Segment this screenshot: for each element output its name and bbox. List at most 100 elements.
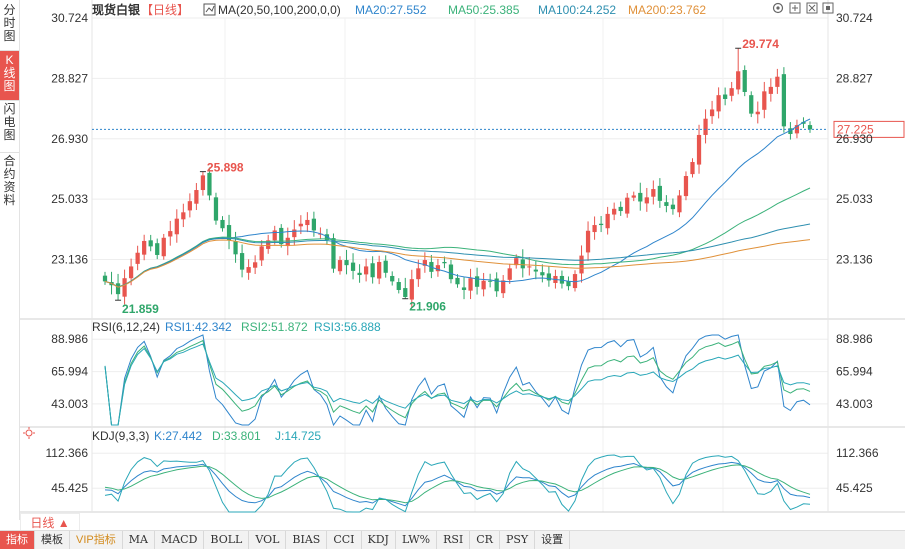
toolbar-item-macd[interactable]: MACD — [155, 531, 205, 549]
candle-body — [683, 176, 689, 197]
rsi-tick-left: 88.986 — [51, 332, 88, 346]
kdj-tick-right: 45.425 — [836, 481, 873, 495]
candle-body — [474, 276, 480, 287]
kdj-tick-left: 45.425 — [51, 481, 88, 495]
candle-body — [540, 272, 545, 276]
toolbar-item-lw-[interactable]: LW% — [396, 531, 438, 549]
candle-body — [768, 86, 773, 94]
candle-body — [716, 95, 721, 112]
candle-body — [657, 185, 662, 201]
candle-body — [148, 240, 153, 247]
candle-body — [468, 278, 473, 291]
candle-body — [337, 260, 343, 272]
candle-body — [801, 121, 806, 124]
toolbar-item-bias[interactable]: BIAS — [286, 531, 328, 549]
candle-body — [696, 134, 702, 165]
period-tag: 【日线】 — [141, 3, 189, 17]
price-tick-right: 30.724 — [836, 11, 873, 25]
fullscreen-icon[interactable] — [822, 2, 834, 14]
rsi-tick-right: 88.986 — [836, 332, 873, 346]
price-tick-left: 28.827 — [51, 71, 88, 85]
toolbar-item-模板[interactable]: 模板 — [35, 531, 70, 549]
toolbar-item-cci[interactable]: CCI — [327, 531, 362, 549]
candle-body — [194, 190, 199, 204]
candle-body — [807, 125, 813, 130]
kdj-d-value: D:33.801 — [212, 429, 261, 443]
current-price-box — [833, 120, 905, 138]
rsi1-value: RSI1:42.342 — [165, 320, 232, 334]
candle-body — [409, 279, 414, 300]
toolbar-item-kdj[interactable]: KDJ — [362, 531, 396, 549]
candle-body — [598, 223, 604, 226]
candle-body — [677, 195, 682, 213]
candle-body — [253, 262, 258, 268]
kdj-tick-left: 112.366 — [46, 446, 89, 460]
candle-body — [370, 263, 375, 278]
candle-body — [363, 266, 369, 275]
toolbar-item-vol[interactable]: VOL — [249, 531, 287, 549]
crosshair-icon[interactable] — [23, 427, 35, 439]
tab-contract-info[interactable]: 合约资料 — [3, 154, 16, 207]
candle-body — [781, 74, 787, 127]
toolbar-item-指标[interactable]: 指标 — [0, 531, 35, 549]
candle-body — [507, 268, 512, 280]
ma-selector-icon[interactable] — [203, 3, 216, 16]
kline-chart[interactable]: 现货白银 【日线】 MA(20,50,100,200,0,0) MA20:27.… — [20, 0, 905, 513]
price-tick-right: 23.136 — [836, 253, 873, 267]
current-price-label: 27.225 — [837, 122, 874, 136]
candle-body — [755, 111, 760, 115]
candle-body — [200, 175, 206, 191]
candle-body — [736, 71, 741, 90]
rsi-params: RSI(6,12,24) — [92, 320, 160, 334]
candle-body — [311, 218, 317, 231]
period-selector[interactable]: 日线 ▲ — [20, 513, 80, 534]
candle-body — [161, 237, 166, 257]
candle-body — [638, 192, 643, 202]
candle-body — [572, 274, 578, 289]
candle-body — [305, 219, 310, 226]
candle-body — [631, 195, 636, 198]
price-panel: 27.225 29.774 21.859 25.898 21.906 — [92, 37, 905, 316]
tab-flash[interactable]: 闪电图 — [3, 102, 16, 142]
ma-params: MA(20,50,100,200,0,0) — [218, 3, 341, 17]
rsi2-value: RSI2:51.872 — [241, 320, 308, 334]
candle-body — [259, 246, 264, 261]
toolbar-item-ma[interactable]: MA — [123, 531, 155, 549]
candle-body — [187, 201, 192, 211]
toolbar-item-boll[interactable]: BOLL — [204, 531, 250, 549]
candle-body — [644, 197, 649, 204]
candle-body — [331, 238, 336, 269]
candle-body — [396, 282, 401, 290]
add-icon[interactable] — [789, 2, 801, 14]
candle-body — [566, 281, 571, 287]
toolbar-item-rsi[interactable]: RSI — [437, 531, 471, 549]
close-icon[interactable] — [806, 2, 818, 14]
candle-body — [181, 212, 186, 220]
candle-body — [213, 197, 219, 221]
candle-body — [292, 229, 297, 238]
tab-intraday[interactable]: 分时图 — [3, 3, 16, 43]
candle-body — [585, 230, 591, 253]
candle-body — [239, 253, 245, 270]
toolbar-item-vip指标[interactable]: VIP指标 — [70, 531, 123, 549]
toolbar-item-设置[interactable]: 设置 — [535, 531, 571, 549]
toolbar-item-cr[interactable]: CR — [470, 531, 500, 549]
price-tick-left: 23.136 — [51, 253, 88, 267]
candle-body — [435, 265, 441, 272]
price-tick-right: 25.033 — [836, 192, 873, 206]
candle-body — [625, 197, 630, 214]
candle-body — [226, 225, 232, 241]
candle-body — [324, 234, 330, 241]
candle-body — [377, 261, 382, 279]
candle-body — [168, 231, 173, 237]
candle-body — [749, 95, 754, 114]
candle-body — [207, 172, 212, 196]
annotation-local-high: 25.898 — [207, 161, 244, 175]
toolbar-item-psy[interactable]: PSY — [500, 531, 536, 549]
settings-icon[interactable] — [772, 2, 784, 14]
candle-body — [102, 275, 108, 282]
candle-body — [155, 243, 160, 255]
candle-body — [403, 288, 408, 297]
